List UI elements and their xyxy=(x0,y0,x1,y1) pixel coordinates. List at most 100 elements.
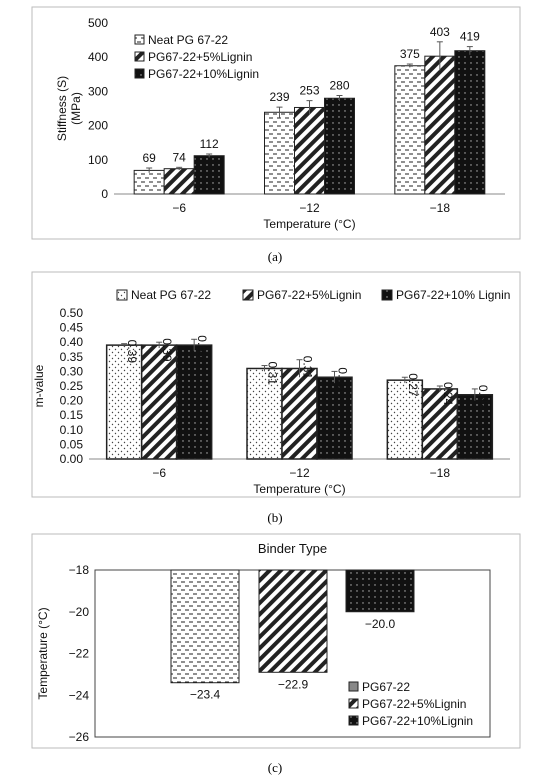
y-tick-label: 0.20 xyxy=(60,394,84,408)
y-tick-label: 0.45 xyxy=(60,321,84,335)
panel-border-b xyxy=(31,271,521,498)
y-tick-label: 0.15 xyxy=(60,408,84,422)
bar xyxy=(424,55,456,195)
legend-label: PG67-22+5%Lignin xyxy=(257,288,361,302)
legend-swatch xyxy=(348,681,359,692)
bar xyxy=(105,344,143,460)
data-label: 74 xyxy=(172,150,186,164)
y-tick-label: −20 xyxy=(69,605,90,619)
legend-swatch xyxy=(134,34,145,45)
panel-border-c xyxy=(31,533,521,749)
data-label: 0.39 xyxy=(195,335,209,359)
bar xyxy=(345,569,415,613)
bar xyxy=(421,388,459,460)
legend-label: PG67-22+10%Lignin xyxy=(362,714,473,728)
x-tick-label: −12 xyxy=(299,201,320,215)
x-tick-label: −18 xyxy=(430,201,451,215)
data-label: 375 xyxy=(400,47,420,61)
legend-swatch xyxy=(134,68,145,79)
y-tick-label: −26 xyxy=(69,730,90,744)
y-tick-label: 0.00 xyxy=(60,452,84,466)
y-tick-label: 0.50 xyxy=(60,306,84,320)
legend-label: Neat PG 67-22 xyxy=(148,33,228,47)
chart-b: 0.000.050.100.150.200.250.300.350.400.45… xyxy=(32,288,510,496)
y-tick-label: 400 xyxy=(88,50,108,64)
legend-swatch xyxy=(242,289,254,301)
legend-label: PG67-22+10%Lignin xyxy=(148,67,259,81)
bar xyxy=(324,97,355,195)
data-label: 403 xyxy=(430,25,450,39)
bar xyxy=(258,569,328,673)
data-label: 253 xyxy=(299,84,319,98)
legend-swatch xyxy=(381,289,393,301)
y-tick-label: 0 xyxy=(101,187,108,201)
data-label: 419 xyxy=(460,30,480,44)
y-tick-label: 0.10 xyxy=(60,423,84,437)
y-tick-label: 300 xyxy=(88,84,108,98)
legend-label: PG67-22+5%Lignin xyxy=(148,50,252,64)
chart-c: Binder Type −18 −20 −22 −24 −26 Temperature (°… xyxy=(36,541,491,744)
y-tick-label: 0.05 xyxy=(60,437,84,451)
data-label: 239 xyxy=(269,90,289,104)
bar xyxy=(456,394,494,460)
legend-label: PG67-22 xyxy=(362,680,410,694)
x-tick-label: −6 xyxy=(152,466,166,480)
chart-a: 0 100 200 300 400 500 Stiffness (S)(MPa) Temper… xyxy=(55,16,505,231)
bar xyxy=(394,65,426,195)
data-label: 0.39 xyxy=(160,338,174,362)
legend-swatch xyxy=(134,51,145,62)
y-tick-label: 0.25 xyxy=(60,379,84,393)
caption-c: (c) xyxy=(267,760,283,775)
legend-swatch xyxy=(348,715,359,726)
y-axis-label: Stiffness (S)(MPa) xyxy=(55,76,83,141)
data-label: 0.22 xyxy=(476,385,490,409)
data-label: −23.4 xyxy=(190,688,221,702)
bar xyxy=(386,379,424,460)
y-tick-label: 0.35 xyxy=(60,350,84,364)
y-axis-label: m-value xyxy=(32,364,46,407)
legend-label: Neat PG 67-22 xyxy=(131,288,211,302)
legend-swatch xyxy=(348,698,359,709)
data-label: 280 xyxy=(329,79,349,93)
y-tick-label: −24 xyxy=(69,688,90,702)
data-label: 112 xyxy=(200,137,219,151)
legend-label: PG67-22+10% Lignin xyxy=(396,288,510,302)
data-label: 0.27 xyxy=(406,373,420,397)
data-label: −22.9 xyxy=(278,677,309,691)
data-label: 69 xyxy=(142,151,156,165)
bar xyxy=(170,569,240,684)
panel-border-a xyxy=(31,6,521,240)
bar xyxy=(193,155,225,195)
data-label: 0.24 xyxy=(441,382,455,406)
y-tick-label: 0.40 xyxy=(60,335,84,349)
caption-a: (a) xyxy=(267,249,283,264)
x-axis-label: Temperature (°C) xyxy=(253,482,345,496)
data-label: 0.39 xyxy=(125,340,139,364)
caption-b: (b) xyxy=(267,510,283,525)
x-axis-label: Temperature (°C) xyxy=(263,217,355,231)
bar xyxy=(454,50,486,195)
bar xyxy=(316,376,353,460)
y-tick-label: −22 xyxy=(69,647,90,661)
x-tick-label: −18 xyxy=(430,466,451,480)
bar xyxy=(281,367,318,460)
legend-label: PG67-22+5%Lignin xyxy=(362,697,466,711)
y-axis-label-line: Stiffness (S) xyxy=(55,76,69,141)
y-tick-label: 0.30 xyxy=(60,364,84,378)
x-tick-label: −12 xyxy=(289,466,310,480)
y-axis-label: Temperature (°C) xyxy=(36,607,50,699)
x-tick-label: −6 xyxy=(172,201,186,215)
data-label: 0.28 xyxy=(336,367,350,391)
legend-swatch xyxy=(116,289,128,301)
bar xyxy=(163,168,195,195)
y-axis-label-line: (MPa) xyxy=(69,92,83,125)
y-tick-label: 500 xyxy=(88,16,108,30)
bar xyxy=(140,344,178,460)
y-tick-label: 200 xyxy=(88,119,108,133)
y-tick-label: −18 xyxy=(69,563,90,577)
data-label: 0.31 xyxy=(266,362,280,386)
bar xyxy=(294,106,325,195)
data-label: 0.31 xyxy=(301,356,315,380)
bar xyxy=(133,169,165,195)
